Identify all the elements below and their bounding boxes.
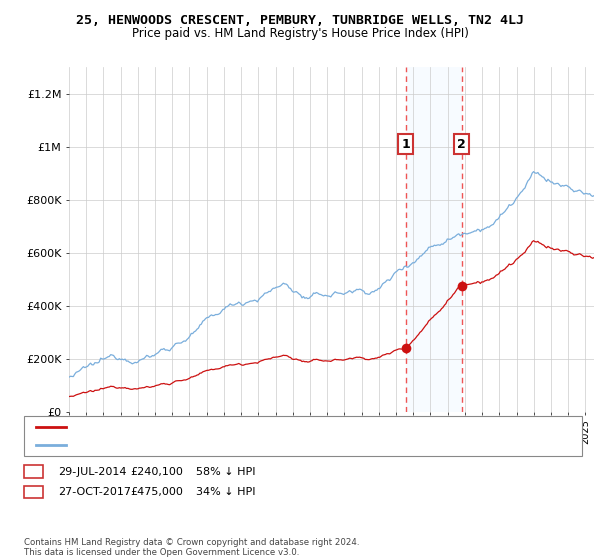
Text: £240,100: £240,100 — [130, 466, 183, 477]
Text: Price paid vs. HM Land Registry's House Price Index (HPI): Price paid vs. HM Land Registry's House … — [131, 27, 469, 40]
Text: Contains HM Land Registry data © Crown copyright and database right 2024.
This d: Contains HM Land Registry data © Crown c… — [24, 538, 359, 557]
Bar — [406, 67, 462, 412]
Text: 2: 2 — [457, 138, 466, 151]
Text: 2: 2 — [29, 485, 38, 498]
Text: 25, HENWOODS CRESCENT, PEMBURY, TUNBRIDGE WELLS, TN2 4LJ (detached house): 25, HENWOODS CRESCENT, PEMBURY, TUNBRIDG… — [75, 422, 501, 432]
Text: 1: 1 — [401, 138, 410, 151]
Text: 25, HENWOODS CRESCENT, PEMBURY, TUNBRIDGE WELLS, TN2 4LJ: 25, HENWOODS CRESCENT, PEMBURY, TUNBRIDG… — [76, 14, 524, 27]
Text: 27-OCT-2017: 27-OCT-2017 — [58, 487, 131, 497]
Text: HPI: Average price, detached house, Tunbridge Wells: HPI: Average price, detached house, Tunb… — [75, 440, 338, 450]
Text: 58% ↓ HPI: 58% ↓ HPI — [196, 466, 256, 477]
Text: 29-JUL-2014: 29-JUL-2014 — [58, 466, 127, 477]
Text: 1: 1 — [29, 465, 38, 478]
Text: £475,000: £475,000 — [130, 487, 183, 497]
Text: 34% ↓ HPI: 34% ↓ HPI — [196, 487, 256, 497]
